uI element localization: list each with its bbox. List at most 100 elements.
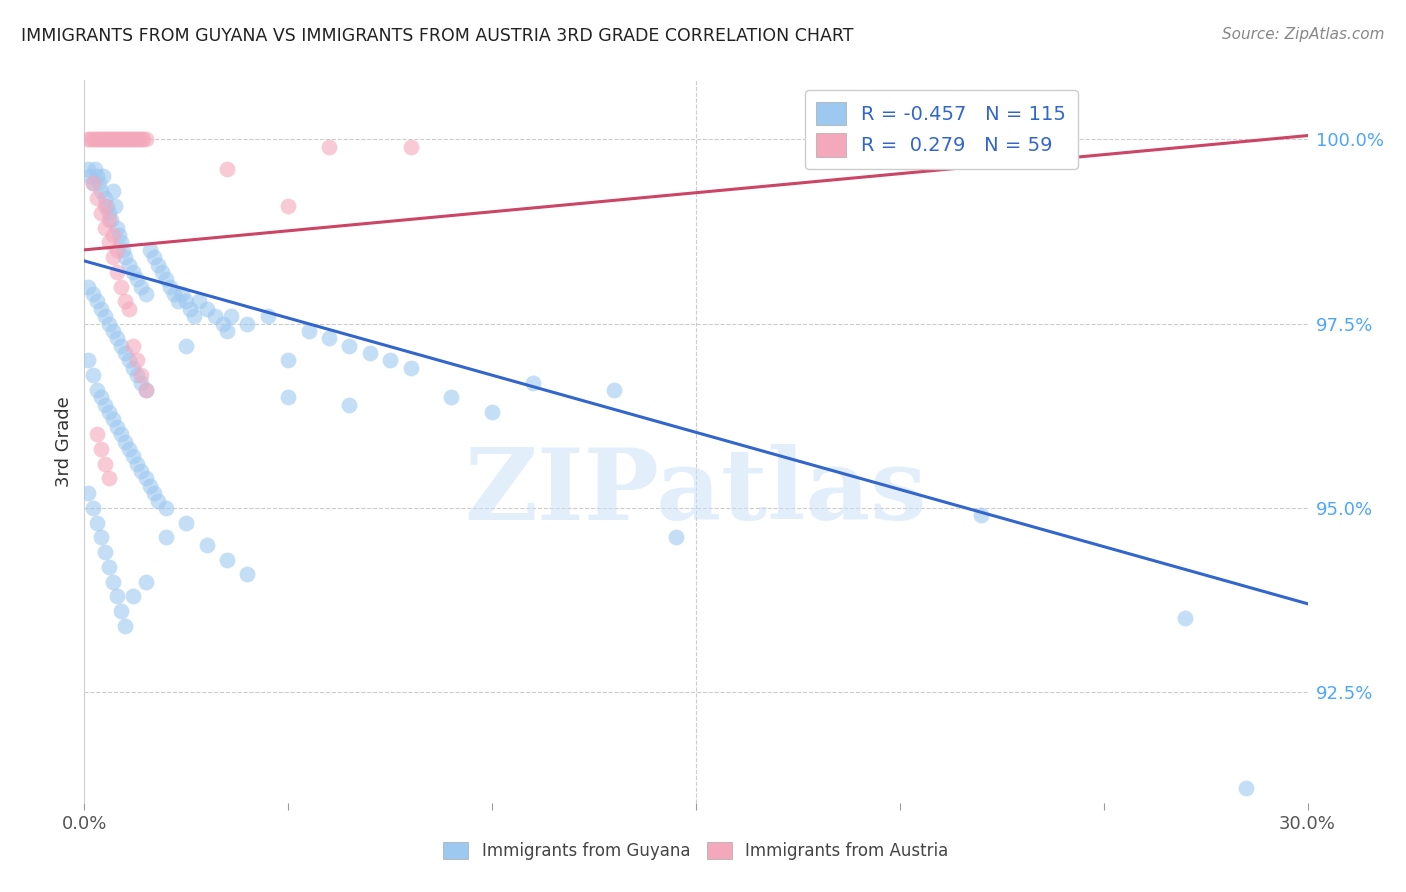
Point: [110, 427, 132, 442]
Point: [122, 450, 145, 464]
Point: [380, 353, 402, 368]
Point: [86, 294, 108, 309]
Point: [105, 132, 128, 146]
Point: [298, 324, 321, 338]
Point: [105, 220, 128, 235]
Text: Source: ZipAtlas.com: Source: ZipAtlas.com: [1222, 27, 1385, 42]
Point: [110, 339, 132, 353]
Point: [82, 368, 104, 383]
Point: [135, 471, 157, 485]
Point: [127, 132, 149, 146]
Point: [138, 479, 160, 493]
Point: [135, 574, 157, 589]
Point: [86, 191, 108, 205]
Point: [83, 132, 105, 146]
Point: [122, 339, 145, 353]
Point: [91, 132, 114, 146]
Point: [93, 309, 115, 323]
Point: [257, 309, 280, 323]
Point: [114, 619, 136, 633]
Point: [77, 279, 100, 293]
Point: [90, 206, 112, 220]
Point: [127, 457, 149, 471]
Point: [131, 368, 153, 383]
Point: [82, 177, 104, 191]
Point: [110, 235, 132, 250]
Point: [167, 294, 190, 309]
Point: [114, 434, 136, 449]
Point: [90, 184, 112, 198]
Point: [93, 398, 115, 412]
Point: [318, 139, 340, 153]
Point: [101, 324, 124, 338]
Point: [100, 132, 122, 146]
Point: [112, 243, 135, 257]
Point: [217, 161, 239, 176]
Point: [104, 199, 127, 213]
Point: [90, 442, 112, 456]
Point: [101, 228, 124, 243]
Point: [142, 250, 165, 264]
Point: [83, 161, 105, 176]
Legend: R = -0.457   N = 115, R =  0.279   N = 59: R = -0.457 N = 115, R = 0.279 N = 59: [804, 90, 1077, 169]
Point: [236, 317, 259, 331]
Point: [97, 132, 120, 146]
Point: [105, 331, 128, 345]
Point: [163, 287, 186, 301]
Point: [82, 132, 104, 146]
Point: [87, 132, 110, 146]
Point: [87, 177, 110, 191]
Point: [118, 301, 141, 316]
Point: [135, 383, 157, 397]
Text: IMMIGRANTS FROM GUYANA VS IMMIGRANTS FROM AUSTRIA 3RD GRADE CORRELATION CHART: IMMIGRANTS FROM GUYANA VS IMMIGRANTS FRO…: [21, 27, 853, 45]
Point: [127, 368, 149, 383]
Point: [131, 464, 153, 478]
Point: [97, 560, 120, 574]
Point: [86, 169, 108, 183]
Point: [96, 132, 118, 146]
Point: [146, 258, 169, 272]
Point: [124, 132, 146, 146]
Point: [132, 132, 155, 146]
Point: [155, 272, 177, 286]
Point: [665, 530, 688, 544]
Point: [110, 279, 132, 293]
Point: [219, 309, 242, 323]
Point: [522, 376, 544, 390]
Point: [93, 132, 115, 146]
Point: [90, 530, 112, 544]
Point: [122, 590, 145, 604]
Point: [114, 346, 136, 360]
Point: [142, 486, 165, 500]
Point: [104, 132, 127, 146]
Point: [277, 199, 299, 213]
Point: [101, 184, 124, 198]
Point: [105, 243, 128, 257]
Point: [217, 552, 239, 566]
Point: [114, 250, 136, 264]
Point: [93, 199, 115, 213]
Point: [179, 301, 201, 316]
Point: [131, 132, 153, 146]
Point: [127, 272, 149, 286]
Point: [195, 538, 218, 552]
Point: [90, 132, 112, 146]
Point: [1174, 611, 1197, 625]
Point: [77, 132, 100, 146]
Point: [97, 471, 120, 485]
Point: [155, 500, 177, 515]
Point: [172, 287, 194, 301]
Point: [204, 309, 226, 323]
Point: [399, 139, 422, 153]
Point: [97, 235, 120, 250]
Point: [138, 243, 160, 257]
Point: [79, 169, 101, 183]
Point: [150, 265, 173, 279]
Point: [174, 339, 197, 353]
Point: [86, 427, 108, 442]
Point: [155, 530, 177, 544]
Point: [440, 390, 463, 404]
Point: [82, 500, 104, 515]
Point: [82, 177, 104, 191]
Point: [118, 132, 141, 146]
